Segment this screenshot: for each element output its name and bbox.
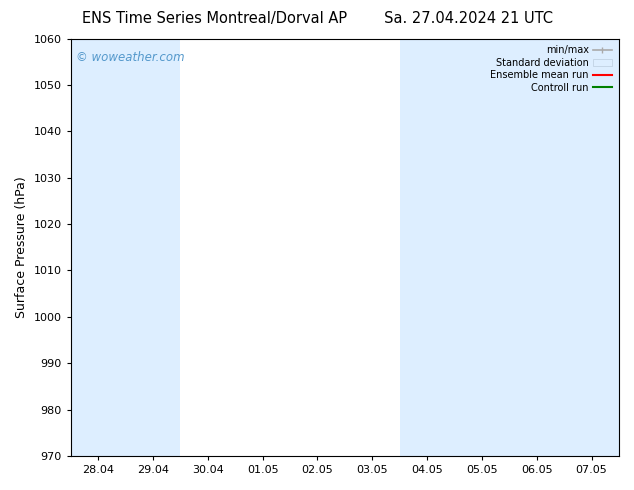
Bar: [71, 39, 126, 456]
Bar: [455, 39, 509, 456]
Text: © woweather.com: © woweather.com: [76, 51, 185, 64]
Y-axis label: Surface Pressure (hPa): Surface Pressure (hPa): [15, 176, 28, 318]
Bar: [126, 39, 180, 456]
Bar: [399, 39, 455, 456]
Text: ENS Time Series Montreal/Dorval AP        Sa. 27.04.2024 21 UTC: ENS Time Series Montreal/Dorval AP Sa. 2…: [82, 11, 552, 26]
Legend: min/max, Standard deviation, Ensemble mean run, Controll run: min/max, Standard deviation, Ensemble me…: [488, 44, 614, 95]
Bar: [564, 39, 619, 456]
Bar: [509, 39, 564, 456]
